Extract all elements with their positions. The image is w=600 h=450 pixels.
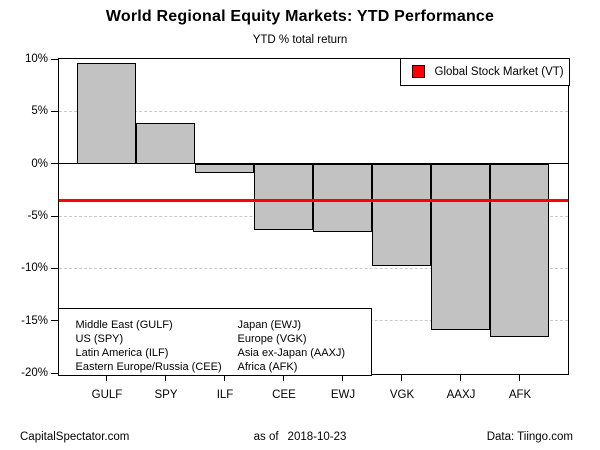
footer-asof: as of 2018-10-23 xyxy=(0,431,600,443)
etf-key-line: Latin America (ILF) xyxy=(75,346,169,359)
bar-spy xyxy=(136,122,195,164)
x-tick-spy xyxy=(165,375,167,381)
x-tick-aaxj xyxy=(460,375,462,381)
x-tick-label-aaxj: AAXJ xyxy=(446,389,476,401)
bar-ilf xyxy=(195,163,254,174)
legend-box: Global Stock Market (VT) xyxy=(399,57,570,86)
footer-datasource: Data: Tiingo.com xyxy=(486,431,573,443)
bar-afk xyxy=(490,163,549,338)
reference-line-vt xyxy=(59,198,568,202)
y-tick--15 xyxy=(51,320,58,322)
x-tick-ewj xyxy=(342,375,344,381)
x-tick-label-spy: SPY xyxy=(154,389,178,401)
y-tick--5 xyxy=(51,215,58,217)
etf-key-box: Middle East (GULF) US (SPY) Latin America … xyxy=(57,307,372,376)
etf-key-line: Africa (AFK) xyxy=(237,361,298,374)
zero-axis-line xyxy=(59,162,568,164)
y-tick-5 xyxy=(51,111,58,113)
y-tick--10 xyxy=(51,268,58,270)
etf-key-line: US (SPY) xyxy=(75,332,124,345)
etf-key-column-right: Japan (EWJ) Europe (VGK) Asia ex-Japan (AA… xyxy=(238,318,346,375)
gridline-5pct xyxy=(59,110,568,112)
y-tick-0 xyxy=(51,163,58,165)
etf-key-line: Middle East (GULF) xyxy=(75,318,173,331)
footer-asof-label: as of xyxy=(253,431,279,443)
x-tick-afk xyxy=(519,375,521,381)
x-tick-label-vgk: VGK xyxy=(389,389,415,401)
x-tick-label-gulf: GULF xyxy=(91,389,123,401)
x-tick-label-ilf: ILF xyxy=(216,389,234,401)
y-tick--20 xyxy=(51,372,58,374)
bar-gulf xyxy=(77,63,136,164)
bar-cee xyxy=(254,163,313,230)
x-tick-label-afk: AFK xyxy=(508,389,532,401)
x-tick-cee xyxy=(283,375,285,381)
y-tick-10 xyxy=(51,58,58,60)
red-square-icon xyxy=(411,65,425,78)
footer-asof-date: 2018-10-23 xyxy=(287,431,347,443)
gridline--10pct xyxy=(59,267,568,269)
legend-label: Global Stock Market (VT) xyxy=(434,65,564,78)
y-tick-label--20: -20% xyxy=(21,367,48,379)
bar-vgk xyxy=(372,163,431,267)
footer-site: CapitalSpectator.com xyxy=(20,431,130,443)
etf-key-line: Europe (VGK) xyxy=(237,332,307,345)
x-tick-gulf xyxy=(106,375,108,381)
bar-ewj xyxy=(313,163,372,232)
etf-key-line: Asia ex-Japan (AAXJ) xyxy=(237,346,346,359)
etf-key-column-left: Middle East (GULF) US (SPY) Latin America … xyxy=(76,318,222,375)
etf-key-line: Japan (EWJ) xyxy=(237,318,302,331)
x-tick-ilf xyxy=(224,375,226,381)
x-tick-label-cee: CEE xyxy=(272,389,296,401)
plot-area: Global Stock Market (VT) Middle East (GU… xyxy=(57,57,570,376)
x-tick-label-ewj: EWJ xyxy=(330,389,356,401)
x-tick-vgk xyxy=(401,375,403,381)
bar-aaxj xyxy=(431,163,490,331)
y-tick-label-5: 5% xyxy=(31,105,48,118)
y-tick-label-0: 0% xyxy=(31,157,48,170)
chart-subtitle: YTD % total return xyxy=(252,34,348,46)
chart-title: World Regional Equity Markets: YTD Perfo… xyxy=(105,8,495,25)
etf-key-line: Eastern Europe/Russia (CEE) xyxy=(75,361,222,374)
y-tick-label--5: -5% xyxy=(27,210,48,222)
y-tick-label--10: -10% xyxy=(21,262,48,275)
y-tick-label-10: 10% xyxy=(24,53,48,65)
y-tick-label--15: -15% xyxy=(21,314,48,327)
